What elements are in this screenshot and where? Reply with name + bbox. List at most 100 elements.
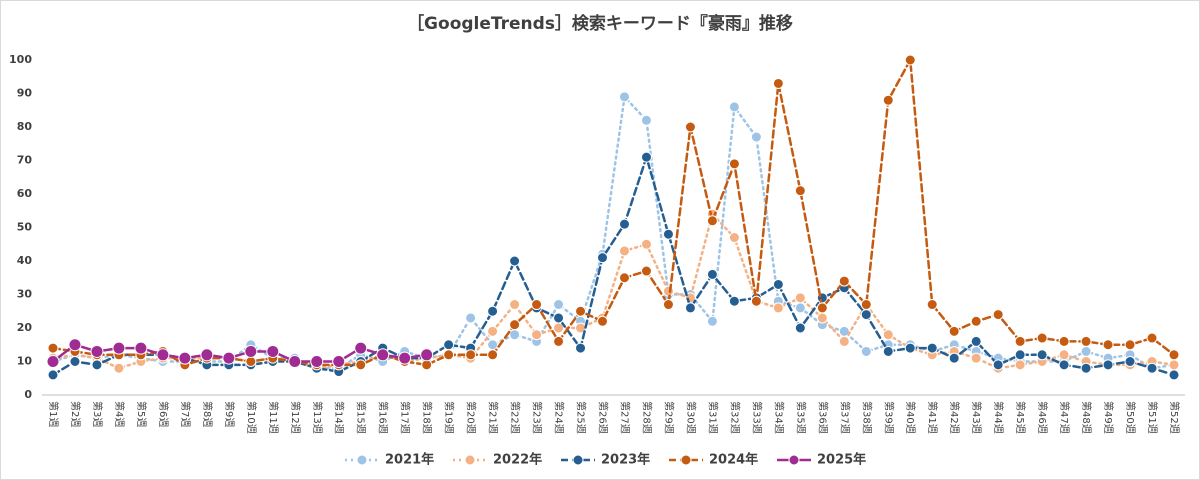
- point: [640, 265, 652, 277]
- point: [706, 315, 718, 327]
- point: [531, 329, 543, 341]
- point: [640, 114, 652, 126]
- x-tick-label: 第33週: [750, 401, 763, 434]
- x-tick-label: 第5週: [135, 401, 148, 427]
- x-tick-label: 第11週: [267, 401, 280, 434]
- y-tick-label: 100: [9, 53, 32, 66]
- x-tick-label: 第22週: [509, 401, 522, 434]
- point: [618, 272, 630, 284]
- point: [838, 275, 850, 287]
- x-tick-label: 第24週: [553, 401, 566, 434]
- y-tick-label: 40: [17, 254, 33, 267]
- point: [90, 344, 104, 358]
- point: [1014, 335, 1026, 347]
- point: [728, 158, 740, 170]
- point: [882, 345, 894, 357]
- x-tick-label: 第17週: [399, 401, 412, 434]
- point: [706, 215, 718, 227]
- x-tick-label: 第29週: [662, 401, 675, 434]
- x-tick-label: 第8週: [201, 401, 214, 427]
- x-tick-label: 第13週: [311, 401, 324, 434]
- x-tick-label: 第18週: [421, 401, 434, 434]
- point: [575, 305, 587, 317]
- point: [794, 322, 806, 334]
- y-tick-label: 30: [17, 288, 33, 301]
- x-tick-label: 第46週: [1036, 401, 1049, 434]
- x-tick-label: 第36週: [816, 401, 829, 434]
- point: [553, 335, 565, 347]
- x-tick-label: 第43週: [970, 401, 983, 434]
- x-tick-label: 第2週: [69, 401, 82, 427]
- point: [970, 315, 982, 327]
- point: [750, 131, 762, 143]
- y-tick-label: 60: [17, 187, 33, 200]
- point: [882, 329, 894, 341]
- point: [1014, 349, 1026, 361]
- point: [904, 342, 916, 354]
- x-tick-label: 第50週: [1124, 401, 1137, 434]
- point: [47, 369, 59, 381]
- x-tick-label: 第7週: [179, 401, 192, 427]
- x-tick-label: 第34週: [772, 401, 785, 434]
- point: [134, 341, 148, 355]
- point: [91, 359, 103, 371]
- point: [244, 344, 258, 358]
- legend-item: 2021年: [345, 452, 434, 468]
- x-tick-label: 第20週: [465, 401, 478, 434]
- point: [266, 344, 280, 358]
- point: [597, 315, 609, 327]
- x-tick-label: 第37週: [838, 401, 851, 434]
- point: [69, 356, 81, 367]
- x-tick-label: 第47週: [1058, 401, 1071, 434]
- x-tick-label: 第21週: [487, 401, 500, 434]
- point: [618, 91, 630, 103]
- x-tick-label: 第12週: [289, 401, 302, 434]
- point: [1058, 349, 1070, 361]
- point: [706, 268, 718, 280]
- point: [684, 302, 696, 314]
- point: [684, 121, 696, 133]
- legend-label: 2022年: [493, 452, 542, 468]
- point: [310, 355, 324, 368]
- point: [1080, 335, 1092, 347]
- x-tick-label: 第19週: [443, 401, 456, 434]
- x-tick-label: 第10週: [245, 401, 258, 434]
- point: [332, 355, 346, 368]
- x-tick-label: 第9週: [223, 401, 236, 427]
- chart-title: ［GoogleTrends］検索キーワード『豪雨』推移: [407, 13, 793, 34]
- point: [531, 299, 543, 311]
- point: [662, 228, 674, 240]
- y-tick-label: 0: [24, 388, 32, 401]
- point: [1080, 345, 1092, 357]
- point: [794, 185, 806, 197]
- point: [487, 339, 499, 351]
- x-tick-label: 第25週: [575, 401, 588, 434]
- legend-marker: [572, 454, 584, 466]
- x-tick-label: 第48週: [1080, 401, 1093, 434]
- y-tick-label: 70: [17, 154, 33, 167]
- point: [487, 305, 499, 317]
- point: [860, 299, 872, 311]
- x-tick-label: 第45週: [1014, 401, 1027, 434]
- point: [465, 349, 477, 361]
- point: [509, 329, 521, 341]
- legend-label: 2021年: [385, 452, 434, 468]
- x-tick-label: 第15週: [355, 401, 368, 434]
- legend-item: 2022年: [453, 452, 542, 468]
- point: [509, 255, 521, 267]
- point: [1058, 335, 1070, 347]
- point: [926, 299, 938, 311]
- point: [816, 312, 828, 324]
- x-tick-label: 第32週: [728, 401, 741, 434]
- point: [1124, 356, 1136, 367]
- point: [772, 77, 784, 89]
- x-tick-label: 第28週: [640, 401, 653, 434]
- point: [1014, 359, 1026, 371]
- point: [882, 94, 894, 106]
- x-tick-label: 第40週: [904, 401, 917, 434]
- point: [948, 325, 960, 337]
- point: [47, 342, 59, 354]
- point: [597, 252, 609, 264]
- y-tick-label: 10: [17, 355, 33, 368]
